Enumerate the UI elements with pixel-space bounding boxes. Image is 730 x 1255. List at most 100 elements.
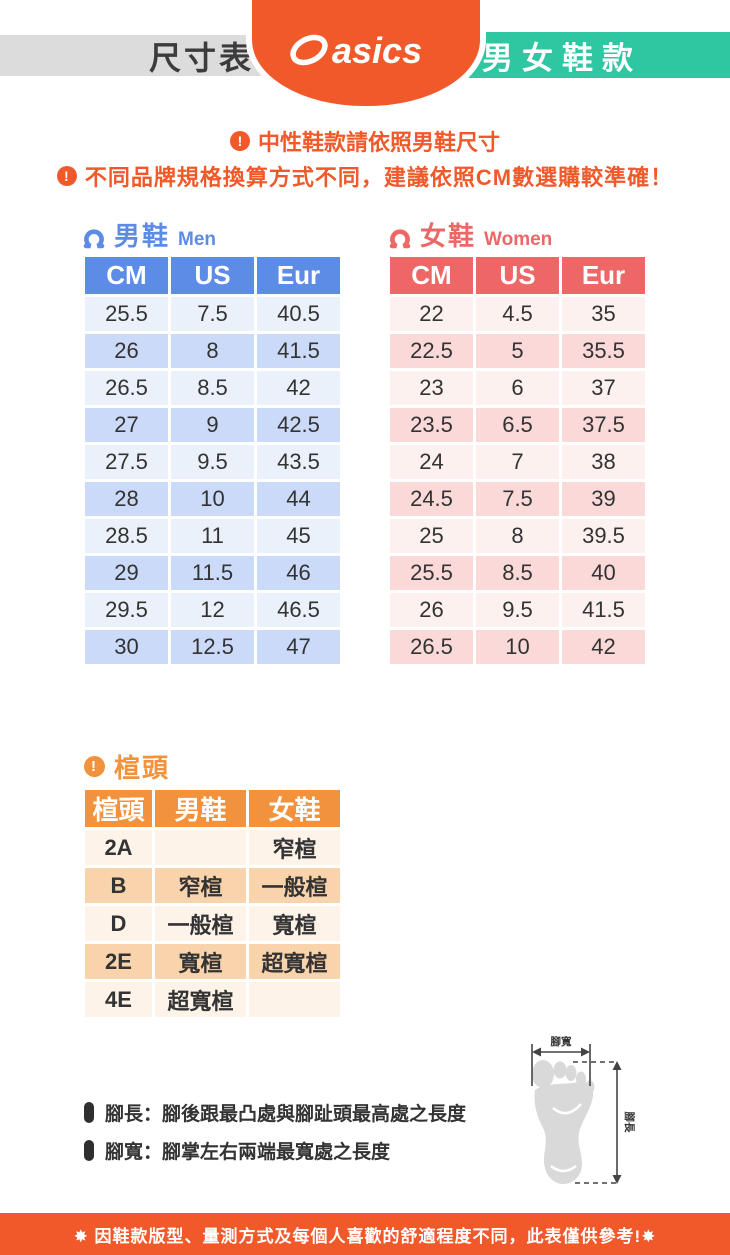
table-row: 26.5 8.5 42	[82, 368, 343, 408]
table-row: 30 12.5 47	[82, 627, 343, 667]
table-row: 23 6 37	[387, 368, 648, 408]
table-cell: 11	[168, 516, 257, 556]
table-header-row: CM US Eur	[387, 254, 648, 297]
table-cell: 35	[559, 294, 648, 334]
table-row: 25.5 7.5 40.5	[82, 294, 343, 334]
table-row: 26.5 10 42	[387, 627, 648, 667]
table-row: 4E 超寬楦	[82, 979, 343, 1020]
table-row: 22.5 5 35.5	[387, 331, 648, 371]
table-cell: 22.5	[387, 331, 476, 371]
column-header: US	[473, 254, 562, 297]
size-chart-pill: 尺寸表	[0, 35, 290, 76]
last-width-table: 楦頭 男鞋 女鞋 2A 窄楦 B 窄楦 一般楦 D 一般楦 寬楦 2E 寬楦 超寬楦 4E 超寬楦	[82, 787, 343, 1020]
table-row: 29.5 12 46.5	[82, 590, 343, 630]
table-cell: 超寬楦	[152, 979, 249, 1020]
foot-width-note: 腳寬：腳掌左右兩端最寬處之長度	[84, 1137, 390, 1164]
table-cell: 39	[559, 479, 648, 519]
men-subtitle-label: Men	[178, 229, 217, 250]
width-arrow	[531, 1044, 591, 1086]
men-section-title: 男鞋 Men	[82, 216, 216, 253]
foot-measure-diagram: 腳寬 腳長	[531, 1035, 636, 1184]
table-cell: 10	[168, 479, 257, 519]
table-cell: 6	[473, 368, 562, 408]
table-cell: 29	[82, 553, 171, 593]
table-cell: 46	[254, 553, 343, 593]
table-cell: 25.5	[387, 553, 476, 593]
asics-logo-icon: asics	[290, 30, 422, 71]
table-cell: 寬楦	[246, 903, 343, 944]
note-text: 腳寬：腳掌左右兩端最寬處之長度	[105, 1142, 391, 1163]
table-cell: 7.5	[168, 294, 257, 334]
table-cell: 39.5	[559, 516, 648, 556]
table-cell: 23	[387, 368, 476, 408]
women-section-title: 女鞋 Women	[388, 216, 552, 253]
table-cell: 47	[254, 627, 343, 667]
table-cell: 24.5	[387, 479, 476, 519]
table-row: 25.5 8.5 40	[387, 553, 648, 593]
table-cell: 11.5	[168, 553, 257, 593]
table-cell: 7.5	[473, 479, 562, 519]
table-cell: 2E	[82, 941, 155, 982]
table-cell: 12.5	[168, 627, 257, 667]
table-cell: 9.5	[473, 590, 562, 630]
alert-icon: !	[56, 166, 77, 186]
table-cell: 6.5	[473, 405, 562, 445]
footer-bar: ✸ 因鞋款版型、量測方式及每個人喜歡的舒適程度不同，此表僅供參考!✸	[0, 1213, 730, 1255]
column-header: CM	[387, 254, 476, 297]
table-cell: 一般楦	[152, 903, 249, 944]
table-header-row: CM US Eur	[82, 254, 343, 297]
table-cell: 寬楦	[152, 941, 249, 982]
women-size-table: CM US Eur 22 4.5 35 22.5 5 35.5 23 6 37 23.5 6.5 37…	[387, 254, 648, 667]
table-cell: 24	[387, 442, 476, 482]
women-title-label: 女鞋	[420, 221, 477, 251]
length-arrow	[573, 1061, 618, 1184]
category-label: 男女鞋款	[482, 40, 642, 76]
table-row: 26 9.5 41.5	[387, 590, 648, 630]
table-cell: 28.5	[82, 516, 171, 556]
table-cell: 8	[168, 331, 257, 371]
table-cell: 5	[473, 331, 562, 371]
footer-text: ✸ 因鞋款版型、量測方式及每個人喜歡的舒適程度不同，此表僅供參考!✸	[73, 1226, 657, 1246]
table-cell: 9	[168, 405, 257, 445]
table-cell: 9.5	[168, 442, 257, 482]
table-cell: 26	[387, 590, 476, 630]
column-header: CM	[82, 254, 171, 297]
column-header: 楦頭	[82, 787, 155, 830]
men-size-table: CM US Eur 25.5 7.5 40.5 26 8 41.5 26.5 8.5 42 27 9…	[82, 254, 343, 667]
bullet-icon	[84, 1102, 94, 1123]
table-cell: 37	[559, 368, 648, 408]
table-cell: 42	[559, 627, 648, 667]
asics-wordmark: asics	[332, 30, 422, 71]
table-cell: 45	[254, 516, 343, 556]
column-header: Eur	[254, 254, 343, 297]
table-cell: 29.5	[82, 590, 171, 630]
table-cell: 41.5	[254, 331, 343, 371]
table-row: 29 11.5 46	[82, 553, 343, 593]
column-header: US	[168, 254, 257, 297]
table-cell: D	[82, 903, 155, 944]
table-cell: 43.5	[254, 442, 343, 482]
table-cell: 一般楦	[246, 865, 343, 906]
table-cell: 35.5	[559, 331, 648, 371]
note-text: 腳長：腳後跟最凸處與腳趾頭最高處之長度	[105, 1104, 467, 1125]
table-row: 24 7 38	[387, 442, 648, 482]
table-cell: 26.5	[387, 627, 476, 667]
table-row: 27.5 9.5 43.5	[82, 442, 343, 482]
table-cell: 12	[168, 590, 257, 630]
last-section-title: ! 楦頭	[84, 748, 170, 785]
table-row: 25 8 39.5	[387, 516, 648, 556]
table-cell: 38	[559, 442, 648, 482]
table-cell: 46.5	[254, 590, 343, 630]
person-icon	[389, 228, 411, 248]
table-cell: 30	[82, 627, 171, 667]
table-cell: 8.5	[168, 368, 257, 408]
table-cell	[246, 979, 343, 1020]
brand-badge: asics	[246, 0, 486, 112]
column-header: Eur	[559, 254, 648, 297]
table-row: 2A 窄楦	[82, 827, 343, 868]
alert-icon: !	[84, 756, 105, 777]
table-cell: 25.5	[82, 294, 171, 334]
table-cell: 25	[387, 516, 476, 556]
foot-width-label: 腳寬	[551, 1035, 572, 1048]
